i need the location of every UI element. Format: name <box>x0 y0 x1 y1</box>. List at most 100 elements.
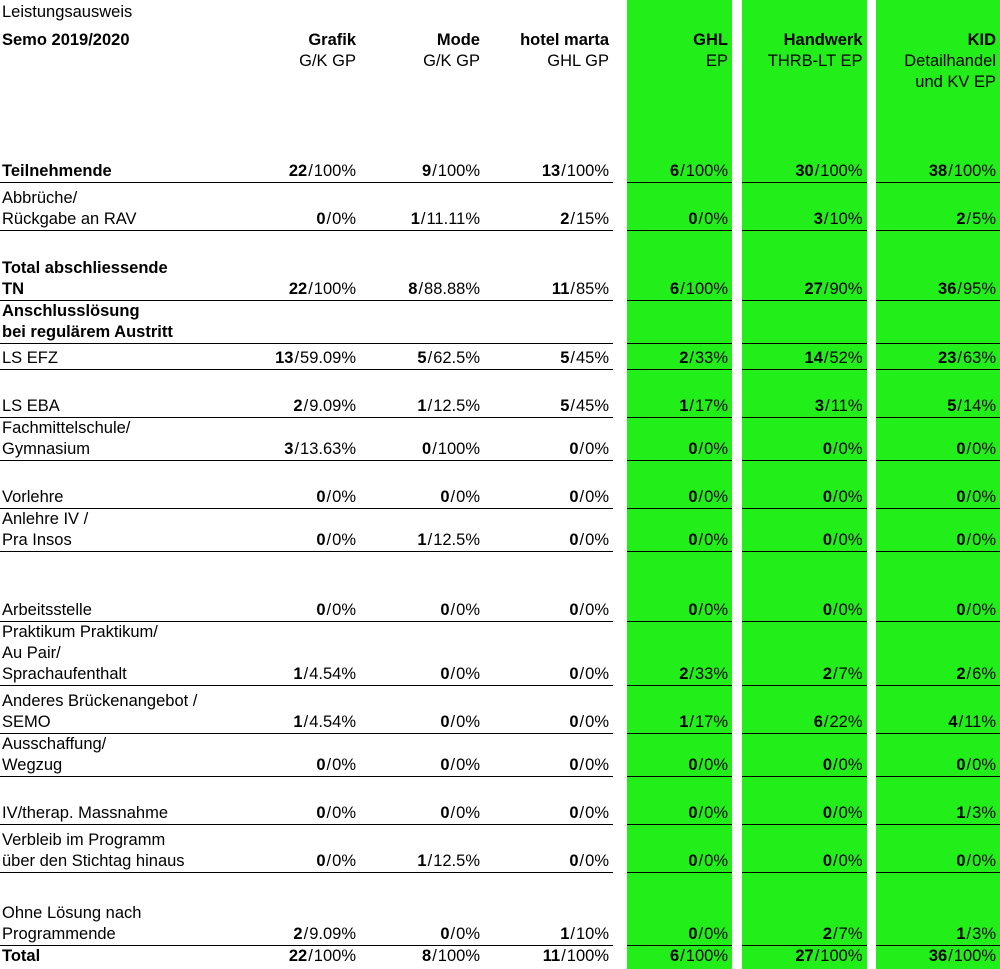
count-value: 22 <box>288 279 308 298</box>
count-value: 1 <box>679 396 689 415</box>
table-row: Abbrüche/Rückgabe an RAV 0/0% 1/11.11% 2/15… <box>0 181 1000 230</box>
value-cell: 0/0% <box>613 416 737 460</box>
row-label-line: Ausschaffung/ <box>2 734 107 753</box>
count-value: 30 <box>795 161 814 180</box>
percent-value: 0% <box>838 530 863 549</box>
slash-separator: / <box>833 924 838 943</box>
count-value: 0 <box>569 664 579 683</box>
percent-value: 100% <box>437 161 480 180</box>
value-cell: 6/22% <box>732 684 871 733</box>
percent-value: 100% <box>820 161 863 180</box>
slash-separator: / <box>561 946 566 965</box>
column-name: GHL <box>693 31 728 49</box>
percent-value: 22% <box>829 712 863 731</box>
slash-separator: / <box>326 803 332 822</box>
count-value: 0 <box>316 600 326 619</box>
value-cell: 6/100% <box>613 134 737 182</box>
header-label-cell: Leistungsausweis Semo 2019/2020 <box>0 0 256 134</box>
row-label: Verbleib im Programm über den Stichtag hi… <box>0 823 256 872</box>
value-cell: 36/100% <box>866 944 1000 969</box>
value-cell: 0/0% <box>866 823 1000 872</box>
row-label-line: über den Stichtag hinaus <box>2 851 185 870</box>
percent-value: 0% <box>704 924 728 943</box>
percent-value: 0% <box>972 530 996 549</box>
slash-separator: / <box>689 712 694 731</box>
count-value: 0 <box>440 487 450 506</box>
value-cell: 0/0% <box>866 507 1000 551</box>
slash-separator: / <box>579 851 585 870</box>
row-label-line: Sprachaufenthalt <box>2 664 127 683</box>
table-row: Verbleib im Programm über den Stichtag hi… <box>0 823 1000 872</box>
count-value: 0 <box>569 530 579 549</box>
percent-value: 0% <box>704 530 728 549</box>
percent-value: 88.88% <box>424 279 480 298</box>
value-cell: 5/62.5% <box>360 342 484 369</box>
count-value: 1 <box>410 209 420 228</box>
value-cell <box>732 299 871 343</box>
percent-value: 0% <box>704 851 728 870</box>
value-cell: 0/0% <box>360 732 484 776</box>
slash-separator: / <box>450 924 456 943</box>
value-cell: 27/100% <box>732 944 871 969</box>
count-value: 3 <box>284 439 294 458</box>
value-cell: 14/52% <box>732 342 871 369</box>
slash-separator: / <box>680 279 685 298</box>
table-row: Praktikum Praktikum/Au Pair/Sprachaufent… <box>0 620 1000 685</box>
count-value: 23 <box>938 348 957 367</box>
slash-separator: / <box>579 664 585 683</box>
slash-separator: / <box>814 946 820 965</box>
value-cell: 0/0% <box>484 684 620 733</box>
percent-value: 13.63% <box>300 439 356 458</box>
count-value: 0 <box>440 664 450 683</box>
column-name: Handwerk <box>783 31 863 49</box>
value-cell <box>484 299 620 343</box>
percent-value: 11.11% <box>426 209 480 228</box>
count-value: 1 <box>956 924 966 943</box>
count-value: 0 <box>688 439 698 458</box>
count-value: 1 <box>417 530 427 549</box>
slash-separator: / <box>294 439 300 458</box>
slash-separator: / <box>427 348 433 367</box>
count-value: 0 <box>569 487 579 506</box>
row-label: IV/therap. Massnahme <box>0 775 256 824</box>
table-row: Teilnehmende 22/100% 9/100% 13/100% 6/100% 30… <box>0 134 1000 182</box>
value-cell: 0/100% <box>360 416 484 460</box>
count-value: 0 <box>440 924 450 943</box>
slash-separator: / <box>825 396 830 415</box>
slash-separator: / <box>948 161 953 180</box>
value-cell: 2/33% <box>613 620 737 685</box>
slash-separator: / <box>326 487 332 506</box>
column-name: KID <box>967 31 996 49</box>
row-label-line: Teilnehmende <box>2 161 112 180</box>
count-value: 3 <box>813 209 823 228</box>
slash-separator: / <box>427 396 433 415</box>
table-row: Vorlehre 0/0% 0/0% 0/0% 0/0% 0/0% 0/0% <box>0 459 1000 508</box>
percent-value: 0% <box>585 487 609 506</box>
percent-value: 100% <box>437 946 480 965</box>
count-value: 2 <box>956 209 966 228</box>
slash-separator: / <box>966 924 972 943</box>
column-name: Grafik <box>308 31 356 49</box>
value-cell: 9/100% <box>360 134 484 182</box>
count-value: 1 <box>417 396 427 415</box>
percent-value: 100% <box>437 439 480 458</box>
row-label-line: Anlehre IV / <box>2 509 89 528</box>
percent-value: 45% <box>575 348 609 367</box>
table-row: Anderes Brückenangebot / SEMO 1/4.54% 0/0% 0… <box>0 684 1000 733</box>
slash-separator: / <box>698 755 704 774</box>
count-value: 0 <box>822 851 833 870</box>
column-header-3: GHL EP <box>613 0 737 134</box>
percent-value: 0% <box>704 803 728 822</box>
value-cell: 3/11% <box>732 368 871 417</box>
percent-value: 0% <box>972 755 996 774</box>
count-value: 4 <box>948 712 958 731</box>
percent-value: 0% <box>585 712 609 731</box>
count-value: 0 <box>822 439 833 458</box>
slash-separator: / <box>303 924 309 943</box>
value-cell: 13/59.09% <box>256 342 360 369</box>
value-cell: 0/0% <box>613 823 737 872</box>
slash-separator: / <box>833 755 838 774</box>
percent-value: 100% <box>313 279 356 298</box>
count-value: 1 <box>417 851 427 870</box>
count-value: 0 <box>688 803 698 822</box>
